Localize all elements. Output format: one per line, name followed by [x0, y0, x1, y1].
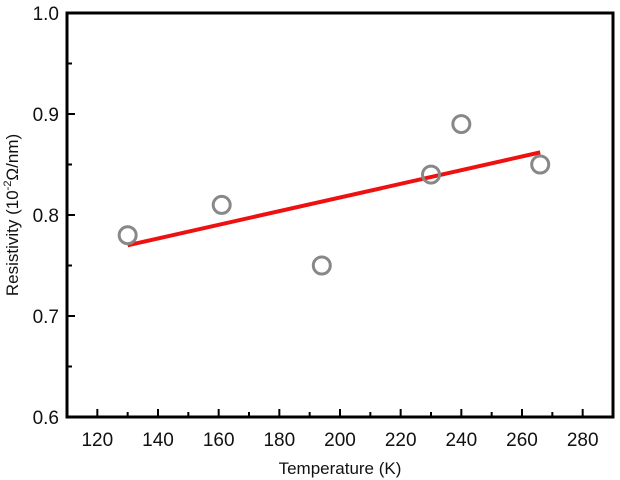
data-point — [451, 114, 472, 135]
y-axis-ticks: 0.6 0.7 0.8 0.9 1.0 — [33, 4, 75, 429]
data-point — [117, 225, 138, 246]
y-tick-label: 0.9 — [33, 105, 59, 126]
data-point — [311, 255, 332, 276]
x-axis-label: Temperature (K) — [279, 459, 402, 478]
x-axis-ticks: 120 140 160 180 200 220 240 260 280 — [81, 409, 599, 451]
y-axis-label: Resistivity (10-2Ω/nm) — [2, 134, 22, 296]
y-tick-label: 1.0 — [33, 4, 59, 25]
x-tick-label: 260 — [506, 430, 538, 451]
x-tick-label: 240 — [445, 430, 477, 451]
y-axis-label-prefix: Resistivity (10 — [3, 190, 22, 296]
y-tick-label: 0.7 — [33, 307, 59, 328]
fit-layer — [127, 150, 541, 248]
x-tick-label: 180 — [263, 430, 295, 451]
x-tick-label: 120 — [81, 430, 113, 451]
plot-frame — [65, 11, 615, 419]
x-tick-label: 160 — [203, 430, 235, 451]
data-point — [211, 194, 232, 215]
data-point — [421, 164, 441, 185]
data-point — [530, 154, 551, 175]
y-tick-label: 0.8 — [33, 206, 59, 227]
y-axis-label-superscript: -2 — [2, 181, 14, 191]
x-tick-label: 220 — [385, 430, 417, 451]
x-tick-label: 200 — [324, 430, 356, 451]
linear-fit-line — [127, 150, 541, 248]
y-axis-label-suffix: Ω/nm) — [3, 134, 22, 181]
data-points — [117, 114, 551, 276]
y-tick-label: 0.6 — [33, 408, 59, 429]
x-tick-label: 280 — [567, 430, 599, 451]
x-tick-label: 140 — [142, 430, 174, 451]
